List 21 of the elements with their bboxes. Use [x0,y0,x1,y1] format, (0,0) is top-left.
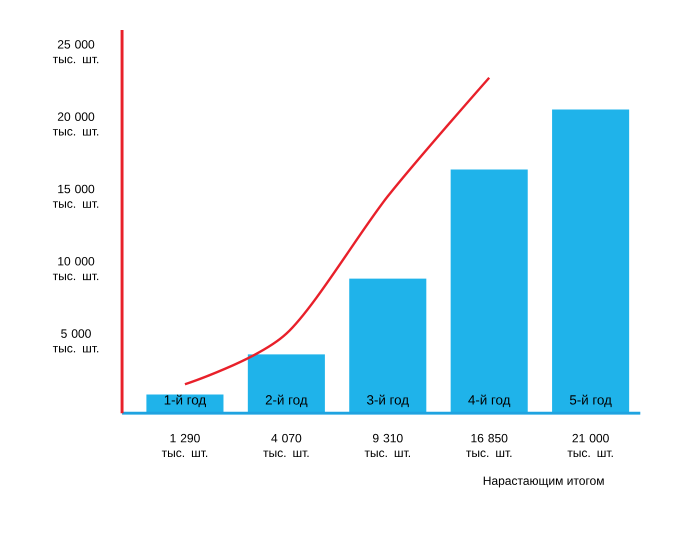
data-label: 9 310 тыс. шт. [364,434,410,457]
x-tick-label: 3-й год [367,394,409,408]
y-tick-label: 25 000 тыс. шт. [52,40,98,64]
y-tick-label: 15 000 тыс. шт. [52,184,98,208]
y-tick-label: 20 000 тыс. шт. [52,112,98,136]
bar [248,354,325,414]
y-tick-label: 10 000 тыс. шт. [52,256,98,280]
text: Нарастающим итогом [484,476,604,488]
data-label: 1 290 тыс. шт. [162,434,208,457]
y-tick-label: 5 000 тыс. шт. [52,329,98,352]
x-tick-label: 4-й год [468,394,510,408]
bar [349,278,426,414]
x-tick-label: 5-й год [570,394,612,408]
data-label: 21 000 тыс. шт. [568,434,613,457]
x-tick-label: 1-й год [164,394,206,408]
bar [450,169,528,414]
line-series [184,76,490,386]
x-tick-label: 2-й год [266,394,308,408]
bar [552,109,630,414]
data-label: 4 070 тыс. шт. [263,434,309,457]
data-label: 16 850 тыс. шт. [466,434,512,457]
